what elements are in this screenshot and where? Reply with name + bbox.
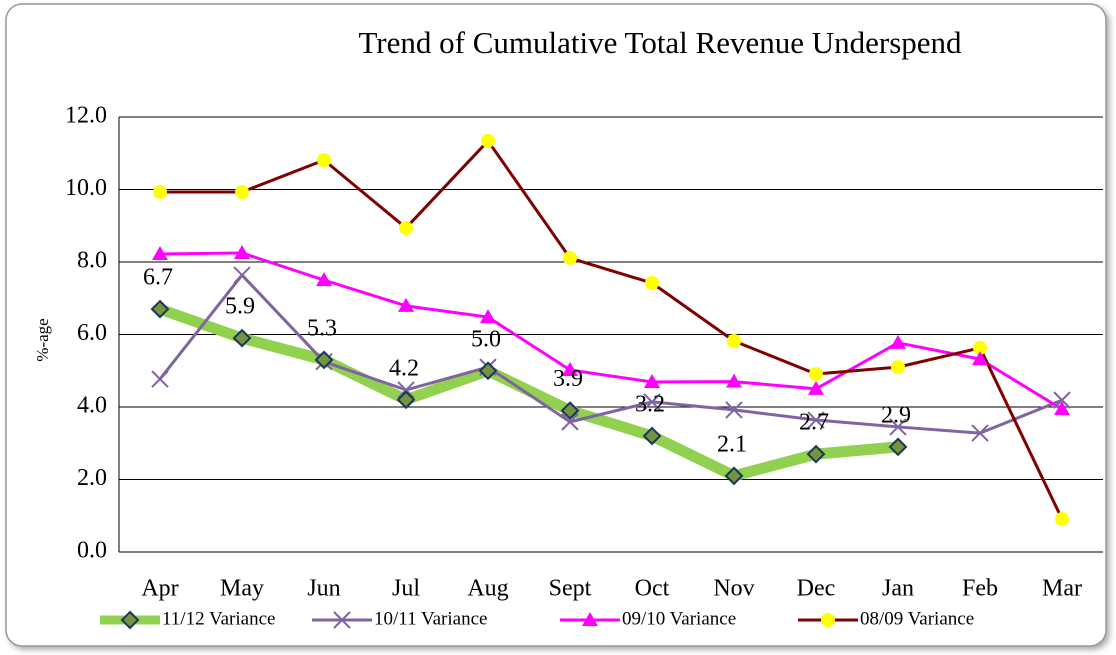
- marker: [480, 309, 496, 324]
- data-label: 3.9: [553, 366, 583, 392]
- marker: [560, 401, 580, 421]
- chart-title: Trend of Cumulative Total Revenue Unders…: [358, 25, 962, 60]
- data-label: 5.3: [307, 315, 337, 341]
- marker: [806, 444, 826, 464]
- y-tick-label: 4.0: [77, 393, 107, 419]
- marker: [890, 334, 906, 349]
- data-label: 5.9: [225, 294, 255, 320]
- marker: [151, 370, 169, 388]
- data-label: 4.2: [389, 355, 419, 381]
- marker: [643, 393, 661, 411]
- marker: [150, 299, 170, 319]
- series-line: [160, 139, 1064, 520]
- marker: [971, 424, 989, 442]
- x-tick-label: May: [220, 576, 264, 602]
- marker: [153, 185, 167, 200]
- marker: [821, 613, 835, 627]
- marker: [481, 133, 495, 148]
- marker: [152, 246, 168, 261]
- y-tick-label: 8.0: [77, 248, 107, 274]
- x-tick-label: Mar: [1042, 576, 1082, 602]
- y-tick-label: 12.0: [65, 103, 107, 129]
- legend-label: 10/11 Variance: [374, 608, 487, 629]
- marker: [562, 362, 578, 377]
- marker: [645, 276, 659, 291]
- marker: [396, 390, 416, 410]
- x-tick-label: Oct: [635, 576, 670, 602]
- marker: [888, 437, 908, 457]
- marker: [234, 244, 250, 259]
- marker: [561, 413, 579, 431]
- marker: [809, 367, 823, 382]
- marker: [232, 328, 252, 348]
- marker: [1055, 512, 1069, 527]
- marker: [563, 251, 577, 266]
- legend-label: 11/12 Variance: [162, 608, 275, 629]
- marker: [726, 373, 742, 388]
- marker: [397, 381, 415, 399]
- marker: [314, 350, 334, 370]
- marker: [316, 272, 332, 287]
- legend-label: 08/09 Variance: [860, 608, 974, 629]
- series-line: [158, 273, 1063, 435]
- marker: [399, 220, 413, 235]
- marker: [235, 185, 249, 200]
- marker: [725, 401, 743, 419]
- marker: [724, 466, 744, 486]
- marker: [1053, 391, 1071, 409]
- series: [158, 273, 1063, 435]
- marker: [317, 153, 331, 168]
- data-label: 5.0: [471, 326, 501, 352]
- x-tick-label: Jun: [307, 576, 340, 602]
- marker: [973, 340, 987, 355]
- y-axis-label: %-age: [33, 318, 52, 361]
- data-label: 2.9: [881, 402, 911, 428]
- marker: [891, 360, 905, 375]
- x-tick-label: Feb: [962, 576, 998, 602]
- data-label: 3.2: [635, 392, 665, 418]
- marker: [807, 411, 825, 429]
- marker: [478, 361, 498, 381]
- y-tick-label: 2.0: [77, 465, 107, 491]
- marker: [233, 266, 251, 284]
- data-label: 6.7: [143, 265, 173, 291]
- data-label: 2.1: [717, 431, 747, 457]
- y-tick-label: 10.0: [65, 175, 107, 201]
- y-tick-label: 0.0: [77, 538, 107, 564]
- series: [159, 251, 1063, 411]
- marker: [727, 334, 741, 349]
- x-tick-label: Dec: [797, 576, 836, 602]
- y-tick-label: 6.0: [77, 320, 107, 346]
- marker: [642, 426, 662, 446]
- x-tick-label: Nov: [713, 576, 754, 602]
- series: [160, 139, 1064, 520]
- data-label: 2.7: [799, 410, 829, 436]
- series-line: [159, 251, 1063, 411]
- x-tick-label: Jan: [882, 576, 914, 602]
- marker: [120, 610, 140, 630]
- marker: [582, 612, 598, 626]
- marker: [808, 380, 824, 395]
- marker: [398, 297, 414, 312]
- marker: [889, 418, 907, 436]
- marker: [972, 351, 988, 366]
- x-tick-label: Apr: [141, 576, 178, 602]
- marker: [644, 373, 660, 388]
- x-tick-label: Sept: [549, 576, 592, 602]
- marker: [333, 611, 351, 629]
- series-line: [158, 303, 899, 482]
- x-tick-label: Aug: [467, 576, 508, 602]
- legend-label: 09/10 Variance: [622, 608, 736, 629]
- marker: [1054, 401, 1070, 416]
- series: [158, 303, 899, 482]
- chart-frame: [5, 3, 1107, 647]
- x-tick-label: Jul: [392, 576, 420, 602]
